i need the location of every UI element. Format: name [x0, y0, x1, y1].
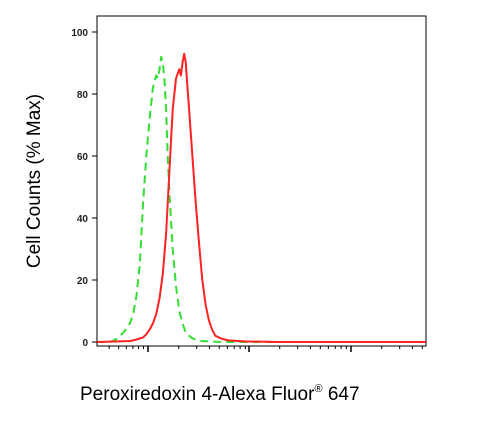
y-tick-label: 80	[77, 90, 89, 101]
series-line-dashed	[97, 55, 426, 343]
y-axis-title: Cell Counts (% Max)	[24, 94, 45, 268]
x-axis-title: Peroxiredoxin 4-Alexa Fluor® 647	[80, 383, 360, 405]
y-tick-label: 20	[77, 276, 89, 287]
series-line-solid	[96, 52, 426, 343]
series-layer	[96, 52, 426, 343]
y-tick-label: 100	[71, 28, 88, 39]
x-axis-title-main: Peroxiredoxin 4-Alexa Fluor	[80, 384, 315, 405]
x-axis-title-superscript: ®	[314, 383, 322, 395]
x-axis-ticks	[108, 346, 423, 352]
plot-frame	[96, 15, 427, 347]
y-tick-label: 40	[77, 214, 89, 225]
y-axis-ticks: 0 20 40 60 80 100	[71, 28, 97, 349]
y-tick-label: 0	[82, 338, 88, 349]
y-tick-label: 60	[77, 152, 89, 163]
x-axis-title-suffix: 647	[323, 384, 360, 405]
